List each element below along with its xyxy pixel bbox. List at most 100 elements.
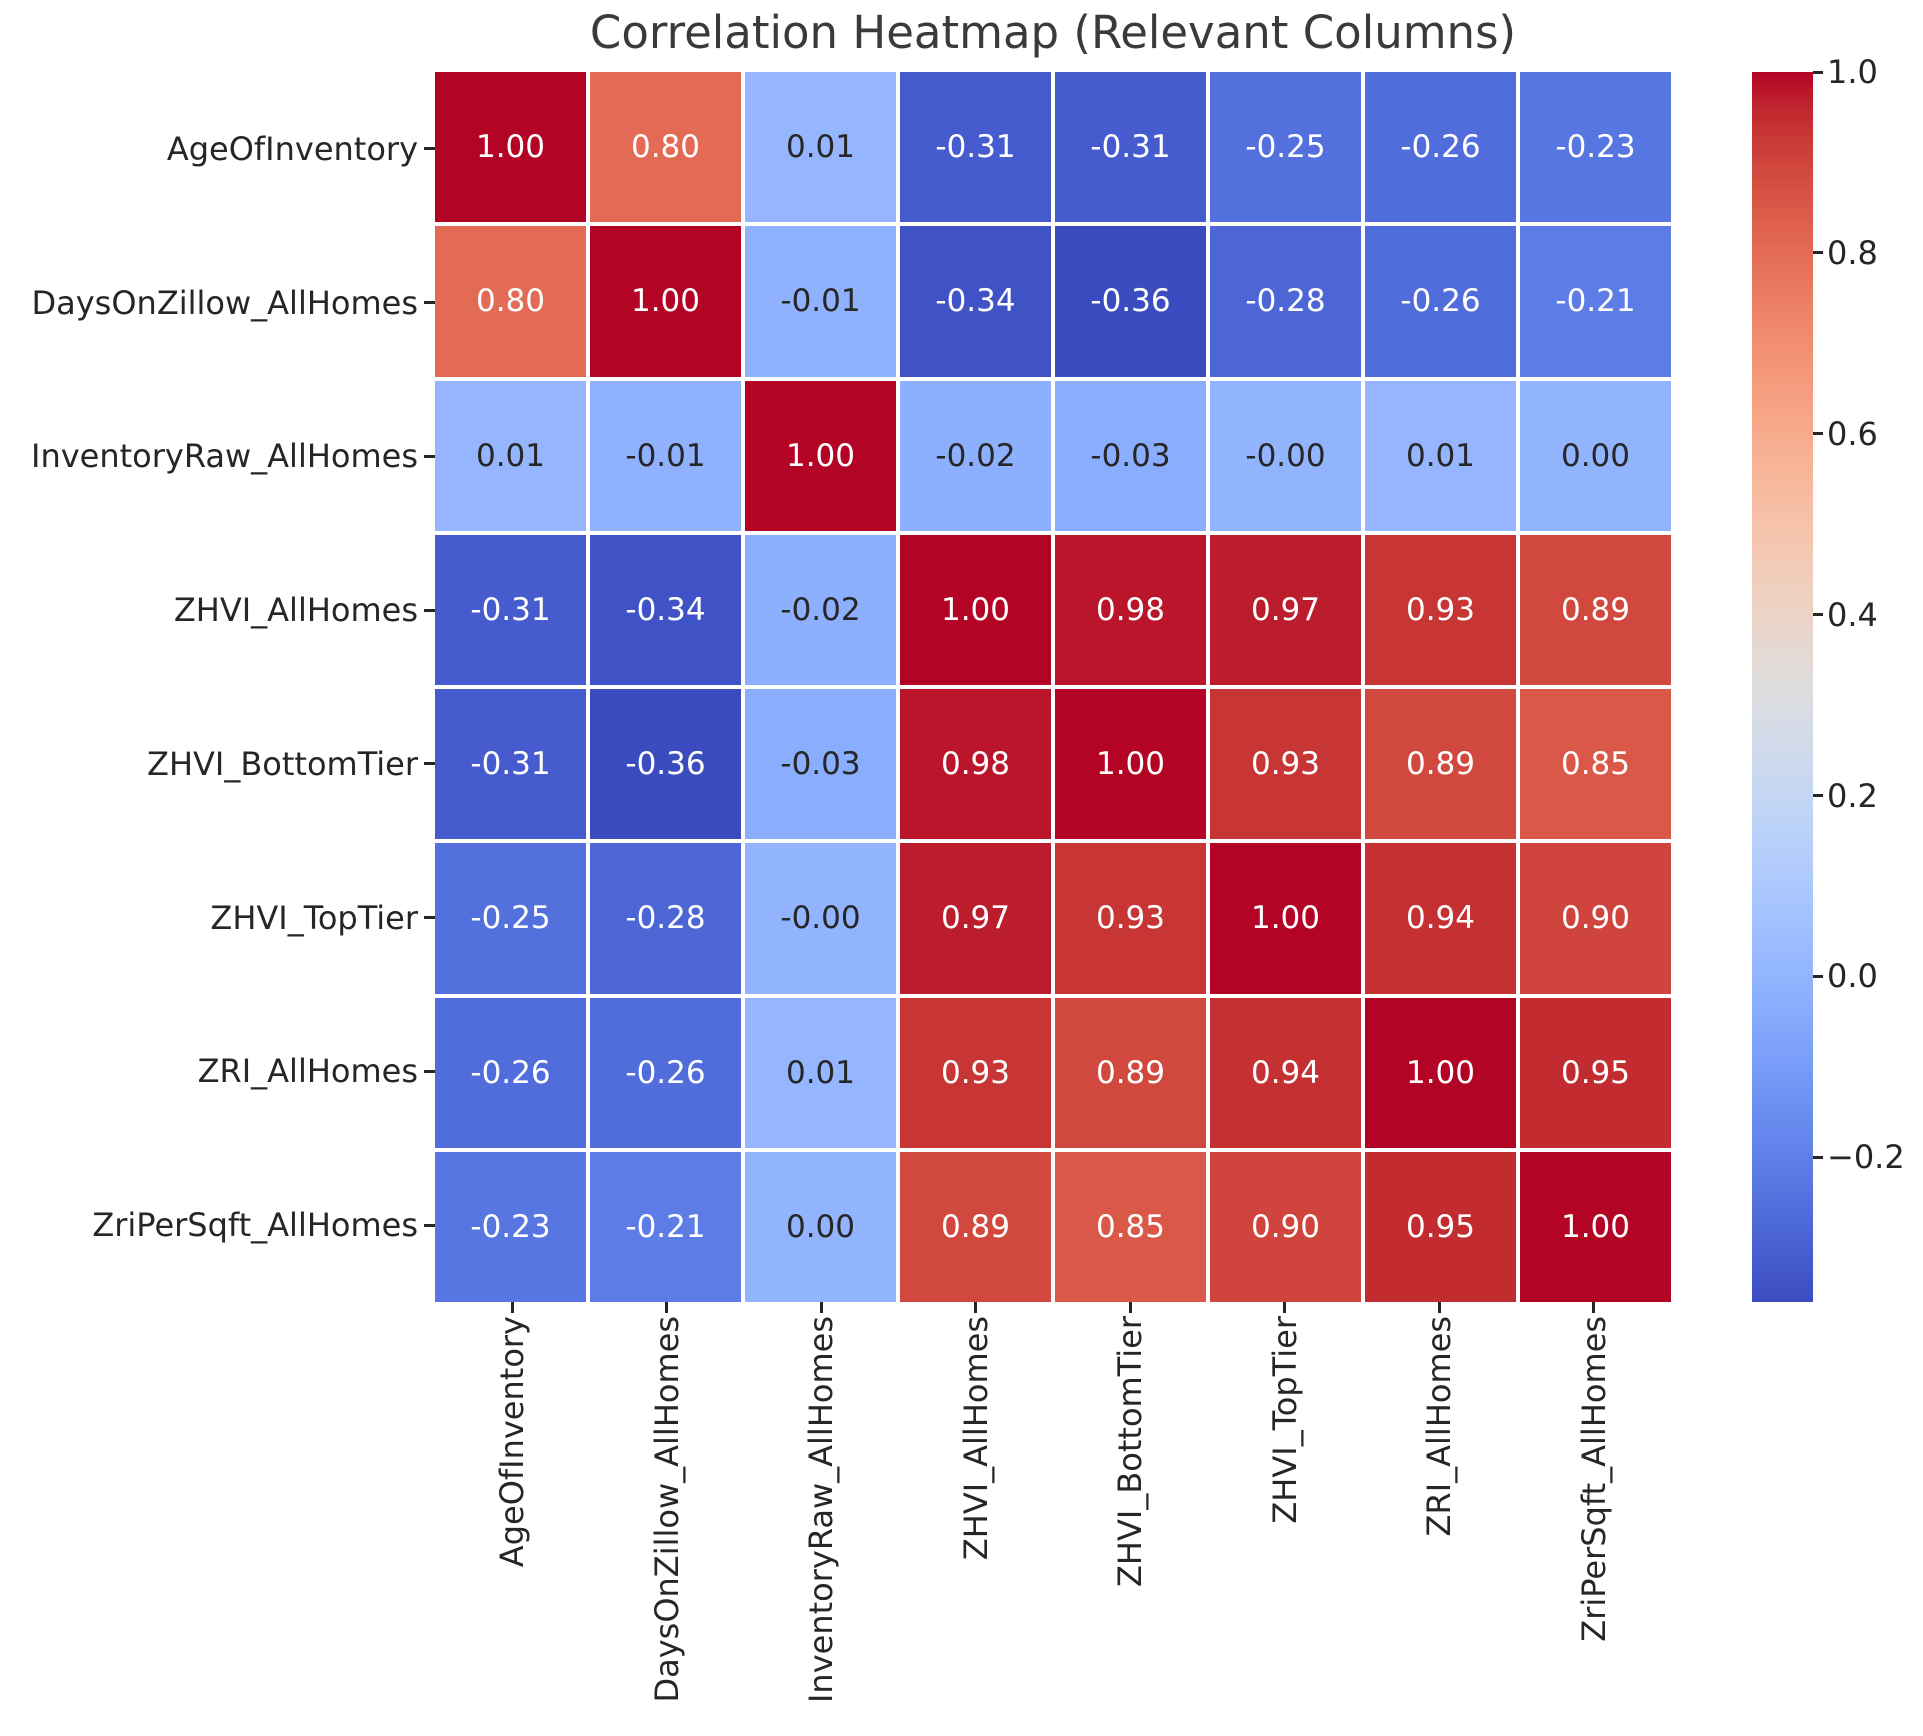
heatmap-cell: 0.00 xyxy=(745,1151,896,1302)
heatmap-cell: 0.93 xyxy=(900,997,1051,1148)
y-axis-tick xyxy=(424,1069,435,1073)
heatmap-cell: 1.00 xyxy=(1055,689,1206,840)
y-axis-tick xyxy=(424,762,435,766)
y-axis-tick xyxy=(424,608,435,612)
y-axis-tick xyxy=(424,454,435,458)
heatmap-cell: -0.28 xyxy=(590,843,741,994)
heatmap-cell: 0.94 xyxy=(1365,843,1516,994)
x-axis-label: ZHVI_AllHomes xyxy=(956,1316,995,1561)
heatmap-cell: 0.93 xyxy=(1210,689,1361,840)
y-axis-label: ZHVI_AllHomes xyxy=(173,591,418,630)
colorbar-tick xyxy=(1813,1155,1823,1159)
heatmap-cell: -0.26 xyxy=(435,997,586,1148)
y-axis-tick xyxy=(424,1223,435,1227)
x-axis-label: ZRI_AllHomes xyxy=(1420,1316,1459,1537)
heatmap-cell: 0.01 xyxy=(1365,380,1516,531)
heatmap-cell: -0.21 xyxy=(1520,226,1671,377)
x-axis-tick xyxy=(819,1302,823,1313)
heatmap-cell: -0.31 xyxy=(900,72,1051,223)
y-axis-label: InventoryRaw_AllHomes xyxy=(31,437,418,476)
colorbar-tick-label: 0.4 xyxy=(1827,595,1878,634)
y-axis-label: ZriPerSqft_AllHomes xyxy=(92,1206,418,1245)
heatmap-cell: 0.85 xyxy=(1055,1151,1206,1302)
heatmap-cell: 1.00 xyxy=(1520,1151,1671,1302)
heatmap-cell: 0.01 xyxy=(745,997,896,1148)
heatmap-cell: 0.80 xyxy=(590,72,741,223)
heatmap-cell: 0.98 xyxy=(900,689,1051,840)
colorbar-tick xyxy=(1813,974,1823,978)
heatmap-cell: 0.95 xyxy=(1520,997,1671,1148)
chart-title: Correlation Heatmap (Relevant Columns) xyxy=(589,6,1517,59)
heatmap-cell: -0.02 xyxy=(900,380,1051,531)
heatmap-cell: 0.89 xyxy=(1055,997,1206,1148)
colorbar-tick xyxy=(1813,432,1823,436)
y-axis-label: ZHVI_TopTier xyxy=(210,898,418,937)
heatmap-cell: -0.26 xyxy=(1365,72,1516,223)
colorbar-tick xyxy=(1813,70,1823,74)
colorbar-tick-label: 0.2 xyxy=(1827,776,1878,815)
heatmap-cell: 0.85 xyxy=(1520,689,1671,840)
x-axis-tick xyxy=(510,1302,514,1313)
y-axis-label: DaysOnZillow_AllHomes xyxy=(31,283,418,322)
heatmap-cell: 0.80 xyxy=(435,226,586,377)
y-axis-label: AgeOfInventory xyxy=(166,129,418,168)
x-axis-label: ZHVI_TopTier xyxy=(1265,1316,1304,1524)
heatmap-cell: -0.34 xyxy=(900,226,1051,377)
heatmap-cell: 0.93 xyxy=(1055,843,1206,994)
heatmap-cell: -0.01 xyxy=(590,380,741,531)
heatmap-cell: -0.31 xyxy=(1055,72,1206,223)
x-axis-tick xyxy=(1128,1302,1132,1313)
heatmap-cell: -0.26 xyxy=(1365,226,1516,377)
heatmap-cell: -0.31 xyxy=(435,534,586,685)
heatmap-cell: -0.03 xyxy=(1055,380,1206,531)
colorbar-tick-label: 0.6 xyxy=(1827,414,1878,453)
heatmap-cell: 1.00 xyxy=(590,226,741,377)
x-axis-label: ZHVI_BottomTier xyxy=(1111,1316,1150,1587)
heatmap-cell: 0.01 xyxy=(745,72,896,223)
y-axis-label: ZHVI_BottomTier xyxy=(147,744,418,783)
heatmap-grid: 1.00 0.80 0.01 -0.31 -0.31 -0.25 -0.26 -0.23 0.8… xyxy=(435,72,1671,1302)
heatmap-cell: -0.00 xyxy=(745,843,896,994)
heatmap-cell: 0.93 xyxy=(1365,534,1516,685)
colorbar xyxy=(1752,72,1813,1302)
heatmap-cell: -0.28 xyxy=(1210,226,1361,377)
heatmap-cell: 1.00 xyxy=(435,72,586,223)
heatmap-cell: -0.26 xyxy=(590,997,741,1148)
heatmap-cell: -0.21 xyxy=(590,1151,741,1302)
x-axis-label: AgeOfInventory xyxy=(493,1316,532,1568)
heatmap-cell: 1.00 xyxy=(900,534,1051,685)
heatmap-cell: -0.23 xyxy=(1520,72,1671,223)
x-axis-label: DaysOnZillow_AllHomes xyxy=(647,1316,686,1703)
heatmap-cell: 0.95 xyxy=(1365,1151,1516,1302)
heatmap-cell: -0.02 xyxy=(745,534,896,685)
heatmap-cell: 0.89 xyxy=(1520,534,1671,685)
x-axis-label: InventoryRaw_AllHomes xyxy=(802,1316,841,1703)
heatmap-cell: -0.36 xyxy=(590,689,741,840)
colorbar-tick-label: −0.2 xyxy=(1827,1138,1905,1177)
x-axis-tick xyxy=(1592,1302,1596,1313)
heatmap-cell: 0.97 xyxy=(900,843,1051,994)
heatmap-cell: -0.34 xyxy=(590,534,741,685)
colorbar-tick-label: 0.8 xyxy=(1827,233,1878,272)
heatmap-cell: 0.90 xyxy=(1520,843,1671,994)
heatmap-cell: -0.25 xyxy=(435,843,586,994)
x-axis-tick xyxy=(974,1302,978,1313)
x-axis-tick xyxy=(1283,1302,1287,1313)
heatmap-cell: 0.00 xyxy=(1520,380,1671,531)
heatmap-cell: 1.00 xyxy=(745,380,896,531)
heatmap-cell: 0.94 xyxy=(1210,997,1361,1148)
x-axis-label: ZriPerSqft_AllHomes xyxy=(1574,1316,1613,1642)
y-axis-label: ZRI_AllHomes xyxy=(197,1052,418,1091)
colorbar-tick xyxy=(1813,794,1823,798)
heatmap-cell: 1.00 xyxy=(1365,997,1516,1148)
heatmap-cell: -0.25 xyxy=(1210,72,1361,223)
colorbar-tick xyxy=(1813,613,1823,617)
heatmap-cell: 0.89 xyxy=(900,1151,1051,1302)
colorbar-tick-label: 1.0 xyxy=(1827,53,1878,91)
heatmap-cell: -0.36 xyxy=(1055,226,1206,377)
colorbar-tick xyxy=(1813,251,1823,255)
heatmap-cell: 0.89 xyxy=(1365,689,1516,840)
x-axis-tick xyxy=(665,1302,669,1313)
heatmap-cell: 1.00 xyxy=(1210,843,1361,994)
